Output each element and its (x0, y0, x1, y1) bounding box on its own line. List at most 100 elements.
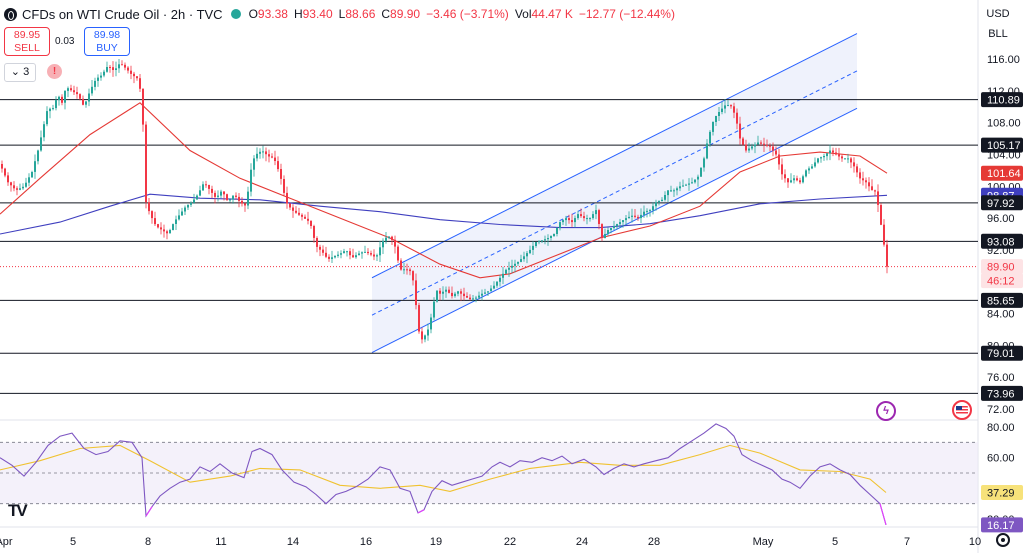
candle-body (175, 219, 177, 224)
candle-body (169, 230, 171, 234)
candle-body (511, 265, 513, 268)
candle-body (673, 190, 675, 192)
candle-body (415, 280, 417, 306)
candle-body (622, 220, 624, 223)
candle-body (553, 234, 555, 236)
candle-body (607, 230, 609, 234)
indicators-toggle-button[interactable]: ⌄ 3 (4, 63, 36, 82)
candle-body (10, 182, 12, 186)
candle-body (163, 229, 165, 232)
candle-body (319, 246, 321, 250)
time-tick-label: 22 (504, 536, 516, 548)
us-flag-event-icon[interactable] (952, 400, 972, 420)
candle-body (625, 218, 627, 221)
symbol-title[interactable]: CFDs on WTI Crude Oil · 2h · TVC (22, 6, 223, 22)
candle-body (430, 317, 432, 330)
candle-body (604, 234, 606, 238)
moving-averages (0, 102, 888, 279)
candle-body (829, 150, 831, 154)
candle-body (256, 153, 258, 159)
candle-body (703, 158, 705, 168)
sell-button[interactable]: 89.95 SELL (4, 27, 50, 56)
candle-body (550, 236, 552, 238)
candle-body (334, 255, 336, 258)
candle-body (193, 199, 195, 203)
price-label-text: 79.01 (987, 348, 1015, 360)
candle-body (280, 169, 282, 179)
rsi-oversold-segment (879, 503, 887, 526)
time-tick-label: 5 (70, 536, 76, 548)
candle-body (445, 289, 447, 292)
candle-body (505, 269, 507, 274)
candle-body (34, 161, 36, 172)
candle-body (616, 224, 618, 227)
alert-icon[interactable]: ! (47, 64, 62, 79)
rsi-ma-line (0, 444, 887, 493)
lightning-event-icon[interactable]: ϟ (876, 401, 896, 421)
candle-body (655, 202, 657, 207)
candle-body (421, 331, 423, 340)
currency-button[interactable]: USD (986, 8, 1010, 20)
candle-body (460, 291, 462, 294)
candle-body (67, 88, 69, 91)
candle-body (715, 116, 717, 122)
candle-body (298, 212, 300, 215)
rsi-oversold-segment (145, 506, 153, 517)
candle-body (244, 203, 246, 206)
candle-body (112, 67, 114, 70)
candle-body (157, 224, 159, 228)
candle-body (598, 210, 600, 224)
unit-button[interactable]: BLL (988, 28, 1008, 40)
change-value: −3.46 (−3.71%) (426, 7, 509, 21)
candle-body (475, 297, 477, 299)
candle-body (4, 168, 6, 176)
candle-body (589, 218, 591, 220)
close-label: C (381, 7, 391, 21)
rsi-pane (0, 423, 978, 526)
candle-body (391, 236, 393, 240)
candle-body (757, 142, 759, 145)
candle-body (886, 244, 888, 267)
candle-body (241, 200, 243, 204)
candle-body (517, 261, 519, 264)
candle-body (217, 195, 219, 197)
price-label-badge (981, 137, 1023, 153)
chart-header: CFDs on WTI Crude Oil · 2h · TVC O 93.38 … (4, 5, 681, 23)
candle-body (856, 166, 858, 173)
candle-body (442, 291, 444, 294)
candle-body (736, 112, 738, 124)
candle-body (181, 211, 183, 216)
candle-body (868, 182, 870, 187)
candle-body (658, 201, 660, 203)
candle-body (232, 195, 234, 200)
price-label-text: 46:12 (987, 276, 1015, 288)
candle-body (880, 205, 882, 225)
candle-body (664, 195, 666, 200)
candle-body (250, 169, 252, 192)
gear-icon[interactable] (996, 533, 1010, 547)
candle-body (859, 172, 861, 179)
volume-value: 44.47 K (531, 7, 573, 21)
candle-body (793, 178, 795, 181)
horizontal-levels (0, 99, 978, 394)
candle-body (544, 239, 546, 241)
buy-button[interactable]: 89.98 BUY (84, 27, 130, 56)
candle-body (43, 124, 45, 138)
candle-body (514, 263, 516, 266)
candle-body (712, 122, 714, 132)
price-label-badge (981, 385, 1023, 401)
candle-body (748, 148, 750, 151)
candle-body (64, 90, 66, 103)
candle-body (283, 179, 285, 193)
candle-body (670, 190, 672, 192)
candle-body (547, 238, 549, 240)
candle-body (811, 166, 813, 169)
candle-body (763, 143, 765, 145)
candle-body (463, 293, 465, 297)
candle-body (850, 158, 852, 163)
candle-body (640, 214, 642, 219)
candle-body (139, 78, 141, 89)
candle-body (571, 220, 573, 223)
candle-body (118, 64, 120, 69)
